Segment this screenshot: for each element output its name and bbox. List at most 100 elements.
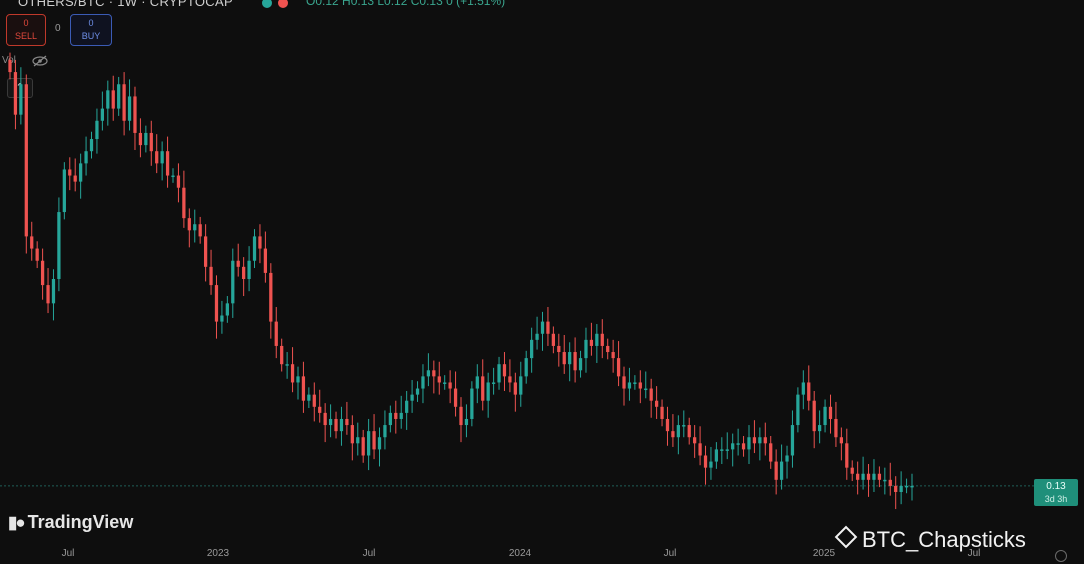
candle-down (350, 425, 354, 444)
candle-up (796, 394, 800, 426)
candle-down (660, 406, 664, 419)
ohlc-readout: O0.12 H0.13 L0.12 C0.13 0 (+1.51%) (306, 0, 506, 8)
candle-down (616, 358, 621, 377)
candle-up (252, 236, 257, 261)
candle-up (366, 431, 371, 456)
candle-down (508, 376, 512, 383)
candle-down (432, 370, 436, 377)
candle-down (557, 345, 561, 353)
candle-up (644, 388, 648, 391)
candle-up (160, 151, 164, 164)
candle-down (551, 333, 556, 346)
candle-down (769, 443, 773, 462)
candle-up (220, 315, 224, 322)
candle-up (421, 376, 425, 389)
candle-up (883, 479, 887, 482)
buy-label: BUY (81, 31, 101, 41)
candle-down (263, 248, 268, 273)
candle-up (785, 455, 789, 462)
candle-down (40, 260, 45, 286)
candle-up (725, 449, 729, 451)
last-price-value: 0.13 (1046, 481, 1066, 492)
buy-button[interactable]: 0 BUY (70, 14, 112, 46)
buy-price: 0 (88, 18, 94, 28)
candle-up (910, 485, 914, 488)
sell-button[interactable]: 0 SELL (6, 14, 46, 46)
x-tick-3: 2024 (508, 548, 532, 559)
candle-up (231, 260, 235, 304)
candle-up (497, 364, 501, 383)
candle-down (301, 376, 306, 401)
x-tick-1: 2023 (206, 548, 230, 559)
candle-down (323, 412, 327, 426)
candle-up (872, 473, 876, 480)
watermark: BTC_Chapsticks (834, 525, 1026, 553)
candle-down (274, 321, 278, 346)
candle-down (24, 84, 28, 237)
candle-down (888, 479, 892, 486)
candle-up (19, 84, 23, 115)
candle-down (502, 364, 507, 377)
candle-down (269, 272, 273, 322)
eye-off-icon[interactable] (32, 55, 48, 67)
candle-up (225, 303, 229, 316)
settings-icon[interactable] (1055, 550, 1067, 562)
candle-down (361, 437, 365, 456)
candle-down (437, 376, 441, 383)
candle-down (334, 418, 338, 432)
candle-down (372, 431, 376, 450)
candle-up (89, 139, 94, 152)
candle-up (568, 352, 572, 365)
candle-down (182, 187, 186, 219)
watermark-text: BTC_Chapsticks (862, 527, 1026, 552)
candle-down (763, 437, 767, 444)
candle-up (714, 449, 719, 462)
candle-down (600, 333, 604, 346)
logo-text: TradingView (27, 512, 134, 532)
candle-down (752, 437, 757, 444)
candle-down (834, 418, 838, 438)
candle-down (280, 345, 284, 365)
candle-up (410, 394, 414, 401)
spread-value: 0 (55, 23, 61, 34)
candle-down (828, 406, 833, 419)
candle-down (687, 425, 691, 438)
candle-up (584, 339, 588, 359)
candle-down (236, 260, 240, 267)
tradingview-logo[interactable]: ▮● TradingView (8, 512, 133, 533)
symbol-title[interactable]: OTHERS/BTC · 1W · CRYPTOCAP (18, 0, 233, 9)
candle-down (671, 431, 675, 438)
candle-up (84, 151, 88, 164)
candle-down (807, 382, 811, 401)
candle-down (606, 345, 610, 353)
candle-down (318, 406, 322, 413)
candle-down (35, 248, 39, 261)
candle-up (861, 473, 865, 480)
candle-up (578, 358, 583, 371)
candle-up (100, 108, 105, 121)
sell-price: 0 (23, 18, 29, 28)
candle-down (8, 59, 12, 73)
candle-down (203, 236, 208, 267)
candle-down (46, 285, 50, 304)
candle-down (258, 236, 262, 249)
candle-down (459, 406, 463, 426)
candle-down (73, 175, 77, 182)
candle-up (339, 418, 344, 432)
candle-up (383, 425, 387, 438)
x-tick-0: Jul (61, 548, 75, 559)
candle-down (176, 175, 181, 188)
candle-down (165, 151, 170, 176)
candle-countdown: 3d 3h (1044, 494, 1068, 504)
header-bar: OTHERS/BTC · 1W · CRYPTOCAP O0.12 H0.13 … (0, 0, 1084, 10)
candle-up (285, 364, 289, 366)
candle-down (453, 388, 458, 407)
candle-up (247, 260, 251, 279)
candle-down (68, 169, 72, 176)
candle-up (328, 418, 333, 426)
candle-up (377, 437, 382, 450)
candle-down (149, 132, 153, 152)
candle-up (470, 388, 474, 419)
candle-up (682, 425, 686, 427)
